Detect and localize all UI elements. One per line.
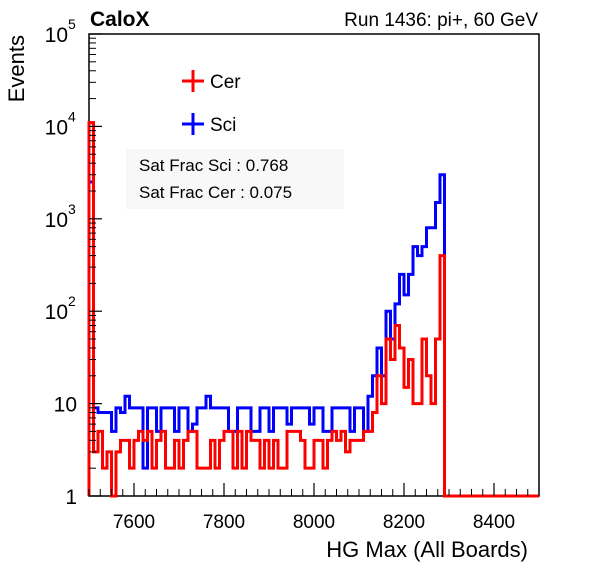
x-tick-label: 8200 (383, 512, 425, 533)
stats-box (126, 149, 344, 209)
x-tick-label: 7800 (203, 512, 245, 533)
series-sci (87, 173, 539, 498)
sat-frac-cer-text: Sat Frac Cer : 0.075 (139, 183, 292, 202)
legend-entry-cer: Cer (182, 70, 241, 93)
experiment-label: CaloX (90, 8, 150, 31)
legend: Cer Sci (182, 70, 241, 136)
series-layer (87, 121, 539, 498)
y-tick-label: 10 (54, 394, 77, 417)
y-tick-exponent: 3 (68, 201, 76, 217)
histogram-line-cer (87, 121, 539, 498)
legend-cer-label: Cer (210, 72, 241, 93)
x-tick-label: 8000 (293, 512, 335, 533)
y-tick-exponent: 5 (68, 16, 76, 32)
run-label: Run 1436: pi+, 60 GeV (344, 10, 538, 31)
x-axis-title: HG Max (All Boards) (326, 537, 528, 562)
histogram-line-sci (87, 173, 539, 498)
y-axis-title: Events (4, 35, 29, 102)
y-tick-label: 10 (45, 24, 68, 47)
y-tick-exponent: 2 (68, 293, 76, 309)
x-tick-label: 7600 (113, 512, 155, 533)
legend-sci-label: Sci (210, 115, 236, 136)
legend-entry-sci: Sci (182, 113, 236, 136)
y-tick-label: 1 (65, 486, 77, 509)
y-tick-label: 10 (45, 209, 68, 232)
sat-frac-sci-text: Sat Frac Sci : 0.768 (139, 156, 288, 175)
y-tick-label: 10 (45, 301, 68, 324)
x-axis-ticks: 7600 7800 8000 8200 8400 (88, 483, 540, 533)
series-cer (87, 121, 539, 498)
y-tick-exponent: 4 (68, 108, 76, 124)
x-tick-label: 8400 (473, 512, 515, 533)
y-tick-label: 10 (45, 116, 68, 139)
